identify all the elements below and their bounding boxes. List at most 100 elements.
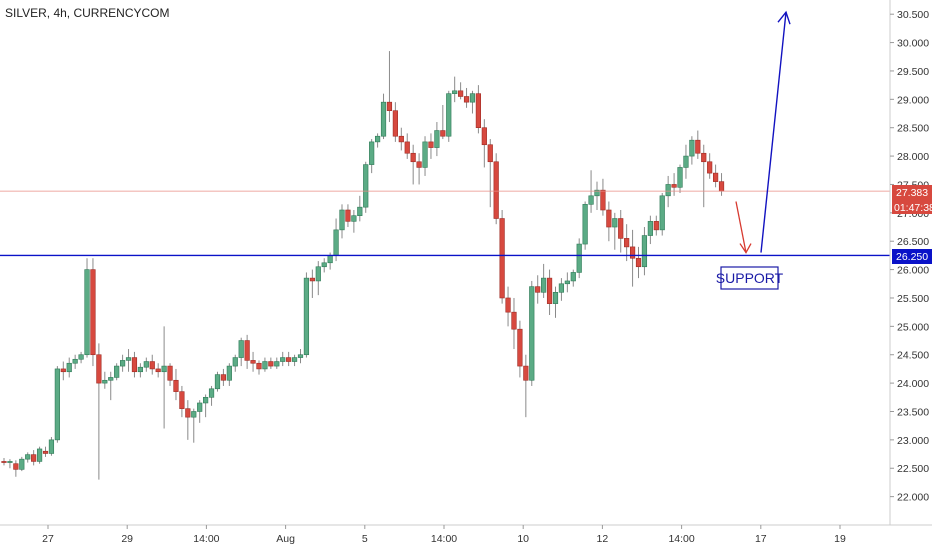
candle-down <box>600 189 606 211</box>
price-tick-label: 23.000 <box>897 435 929 447</box>
candle-down <box>707 161 713 174</box>
price-tick-label: 29.000 <box>897 94 929 106</box>
candle-down <box>345 209 351 222</box>
candle-up <box>274 361 280 367</box>
candle-down <box>31 454 37 462</box>
candle-up <box>333 229 339 256</box>
candle-down <box>404 141 410 154</box>
candle-up <box>434 130 440 148</box>
price-tick-label: 28.500 <box>897 123 929 135</box>
price-tick-label: 23.500 <box>897 406 929 418</box>
candle-up <box>446 93 452 137</box>
candle-up <box>558 283 565 293</box>
candle-down <box>463 96 470 103</box>
candle-down <box>220 374 227 381</box>
time-tick-label: Aug <box>276 533 295 545</box>
candle-down <box>624 238 630 248</box>
candle-up <box>19 458 25 470</box>
candle-down <box>671 184 677 188</box>
candle-up <box>469 93 476 103</box>
price-tick-label: 22.000 <box>897 492 929 504</box>
candle-down <box>250 360 256 364</box>
candle-down <box>701 152 707 163</box>
candle-down <box>167 365 173 381</box>
candle-down <box>517 328 523 367</box>
candle-up <box>280 357 286 362</box>
time-tick-label: 12 <box>597 533 609 545</box>
candle-up <box>114 365 120 378</box>
candle-up <box>374 135 381 143</box>
candle-up <box>78 354 84 360</box>
price-axis[interactable]: 22.000 22.500 23.000 23.500 24.000 24.500 25.0… <box>890 9 929 504</box>
price-tick-label: 25.500 <box>897 293 929 305</box>
candle-down <box>256 362 262 370</box>
candle-down <box>185 408 191 418</box>
candle-down <box>653 221 659 231</box>
candle-up <box>659 195 665 231</box>
candle-down <box>149 361 155 370</box>
candle-up <box>203 396 209 404</box>
candle-up <box>72 358 78 364</box>
time-axis[interactable]: 27 29 14:00 Aug 5 14:00 10 12 14:00 17 19 <box>42 525 846 545</box>
price-tick-label: 30.000 <box>897 38 929 50</box>
candle-down <box>475 93 482 129</box>
candle-up <box>161 365 167 373</box>
candle-up <box>665 184 671 197</box>
current-price-tag-text: 27.383 <box>896 187 928 199</box>
candle-down <box>309 277 315 282</box>
candle-up <box>232 357 238 367</box>
price-tick-label: 25.000 <box>897 321 929 333</box>
candle-up <box>48 439 55 454</box>
candle-up <box>677 167 683 188</box>
candle-up <box>7 461 13 463</box>
candle-down <box>499 218 505 299</box>
candle-up <box>303 277 310 356</box>
support-annotation-box <box>720 266 779 290</box>
candle-up <box>25 454 31 460</box>
candle-down <box>606 209 612 228</box>
candle-down <box>398 135 404 143</box>
candle-up <box>214 374 221 390</box>
candle-up <box>380 101 387 137</box>
candle-up <box>363 164 369 208</box>
candle-up <box>84 269 90 356</box>
candle-down <box>458 90 464 97</box>
candle-down <box>410 152 416 163</box>
candle-up <box>452 90 458 94</box>
candle-down <box>428 141 434 148</box>
support-annotation-text: SUPPORT <box>716 270 784 286</box>
candle-down <box>481 127 487 146</box>
time-tick-label: 14:00 <box>431 533 457 545</box>
candle-up <box>564 280 570 285</box>
time-tick-label: 19 <box>834 533 846 545</box>
support-annotation[interactable]: SUPPORT <box>716 266 784 290</box>
candle-down <box>244 340 250 361</box>
candle-up <box>647 221 653 236</box>
price-tick-label: 29.500 <box>897 66 929 78</box>
candle-up <box>422 141 428 168</box>
support-price-tag <box>892 249 932 264</box>
candles-layer <box>1 51 725 480</box>
candle-down <box>13 463 19 470</box>
candle-down <box>392 110 398 137</box>
candle-down <box>60 368 66 373</box>
candle-down <box>179 391 185 409</box>
candle-down <box>535 286 541 293</box>
candle-down <box>1 461 7 463</box>
candle-up <box>683 155 689 168</box>
countdown-tag-text: 01:47:38 <box>894 202 932 214</box>
candle-up <box>137 366 143 373</box>
candle-down <box>90 269 96 356</box>
candle-up <box>357 206 363 216</box>
candle-up <box>262 361 268 370</box>
time-tick-label: 5 <box>362 533 368 545</box>
down-arrow-head <box>739 243 752 254</box>
arrows-layer <box>735 10 791 254</box>
candle-up <box>612 218 618 228</box>
candle-down <box>487 144 493 163</box>
candle-up <box>594 189 600 197</box>
current-price-tag <box>892 185 932 200</box>
candle-down <box>546 277 553 304</box>
